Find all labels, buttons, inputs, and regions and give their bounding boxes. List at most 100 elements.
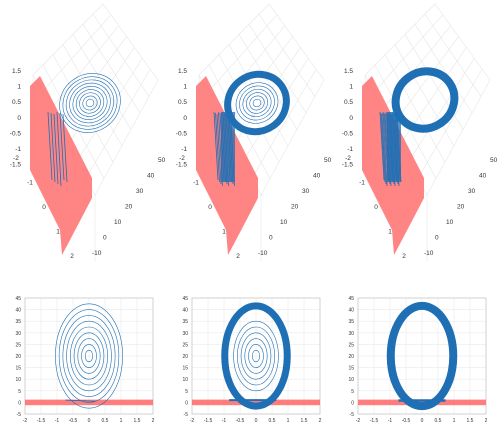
spiral-loop (82, 95, 98, 111)
x-tick-label: -2 (356, 418, 361, 424)
x-tick-label: 40 (313, 173, 321, 180)
y-tick-label: 5 (351, 389, 354, 395)
x-tick-label: -0.5 (236, 418, 245, 424)
y-tick-label: 35 (182, 319, 188, 325)
grid-line (68, 47, 135, 144)
spiral-loop (65, 79, 115, 127)
z-tick-label: 1 (183, 84, 187, 91)
y-tick-label: -2 (179, 155, 185, 162)
x-tick-label: 1 (453, 418, 456, 424)
grid-line (52, 54, 114, 163)
x-tick-label: 10 (280, 219, 288, 226)
z-tick-label: -0.5 (342, 130, 354, 137)
panel-2d-3: 45 40 35 30 25 20 15 10 5 0 -5-2 -1.5 -1 -0.5 0 0.5 1 1.5… (348, 296, 487, 424)
spiral-loop (81, 344, 97, 368)
z-tick-label: 0 (349, 115, 353, 122)
spiral-loop (244, 338, 268, 374)
x-tick-label: 0 (88, 418, 91, 424)
y-tick-label: 5 (185, 389, 188, 395)
x-tick-label: 0.5 (102, 418, 109, 424)
x-tick-label: 1.5 (467, 418, 474, 424)
z-tick-label: -1 (347, 146, 353, 153)
panel-2d-1: 45 40 35 30 25 20 15 10 5 0 -5-2 -1.5 -1 -0.5 0 0.5 1 1.5… (15, 296, 154, 424)
spiral-loop (252, 98, 262, 108)
spiral-loop (251, 349, 261, 363)
grid-line (409, 58, 475, 161)
grid-line (207, 14, 278, 93)
y-tick-label: 0 (42, 204, 46, 211)
x-tick-label: 50 (324, 157, 332, 164)
grid-line (424, 13, 482, 97)
z-tick-label: -1.5 (342, 162, 354, 169)
trajectory-leg (56, 111, 62, 187)
y-tick-label: 2 (70, 253, 74, 260)
spiral-loop (62, 76, 118, 130)
spiral-loop (72, 86, 108, 120)
y-tick-label: 15 (15, 366, 21, 372)
connecting-arc (393, 119, 414, 125)
x-tick-label: 20 (125, 204, 133, 211)
x-tick-label: -10 (424, 250, 434, 257)
grid-line (225, 36, 293, 127)
x-tick-label: 30 (302, 188, 310, 195)
trajectory-leg-band (221, 112, 235, 182)
x-tick-label: 0 (421, 418, 424, 424)
y-tick-label: 10 (15, 377, 21, 383)
trajectory-leg (53, 113, 59, 185)
x-tick-label: 1 (120, 418, 123, 424)
y-tick-label: 15 (348, 366, 354, 372)
y-tick-label: -2 (345, 155, 351, 162)
floor-segment (65, 399, 96, 402)
z-tick-label: 1.5 (12, 68, 21, 75)
y-tick-label: -5 (184, 412, 189, 418)
x-tick-label: 1 (287, 418, 290, 424)
trajectory-leg (213, 111, 219, 181)
grid-line (251, 68, 317, 179)
grid-line (50, 25, 119, 110)
spiral-loop (70, 326, 108, 386)
y-tick-label: 0 (351, 400, 354, 406)
spiral-loop (245, 92, 269, 114)
grid (191, 297, 321, 415)
grid-line (404, 34, 464, 130)
grid-line (85, 68, 151, 179)
tick-labels: 45 40 35 30 25 20 15 10 5 0 -5-2 -1.5 -1 -0.5 0 0.5 1 1.5… (348, 296, 487, 424)
x-tick-label: -1 (222, 418, 227, 424)
y-tick-label: -5 (350, 412, 355, 418)
spiral-loop (235, 82, 279, 124)
x-tick-label: -10 (258, 250, 268, 257)
y-tick-label: 45 (182, 296, 188, 302)
grid-line (391, 36, 459, 127)
spiral-loop (59, 73, 121, 133)
trajectory-leg-band (387, 112, 401, 182)
y-tick-label: 25 (15, 342, 21, 348)
x-tick-label: 2 (152, 418, 155, 424)
trajectory-leg (59, 112, 65, 181)
x-tick-label: -1.5 (370, 418, 379, 424)
x-tick-label: 50 (490, 157, 498, 164)
limit-cycle-ring (221, 302, 291, 410)
x-tick-label: 0 (255, 418, 258, 424)
z-tick-label: -1 (15, 146, 21, 153)
z-tick-label: 1.5 (178, 68, 187, 75)
grid-line (208, 64, 271, 179)
trajectory (386, 301, 458, 411)
x-tick-label: 2 (485, 418, 488, 424)
grid-line (384, 54, 446, 163)
separating-plane (30, 76, 92, 255)
x-tick-label: 2 (319, 418, 322, 424)
y-tick-label: -5 (17, 412, 22, 418)
trajectory (55, 303, 123, 409)
y-tick-label: 0 (18, 400, 21, 406)
x-tick-label: 50 (158, 157, 166, 164)
y-tick-label: 25 (182, 342, 188, 348)
grid-line (42, 64, 105, 179)
x-tick-label: -0.5 (402, 418, 411, 424)
trajectory-spiral (391, 67, 459, 133)
y-tick-label: 15 (182, 366, 188, 372)
x-tick-label: 0 (103, 235, 107, 242)
x-tick-label: 30 (468, 188, 476, 195)
